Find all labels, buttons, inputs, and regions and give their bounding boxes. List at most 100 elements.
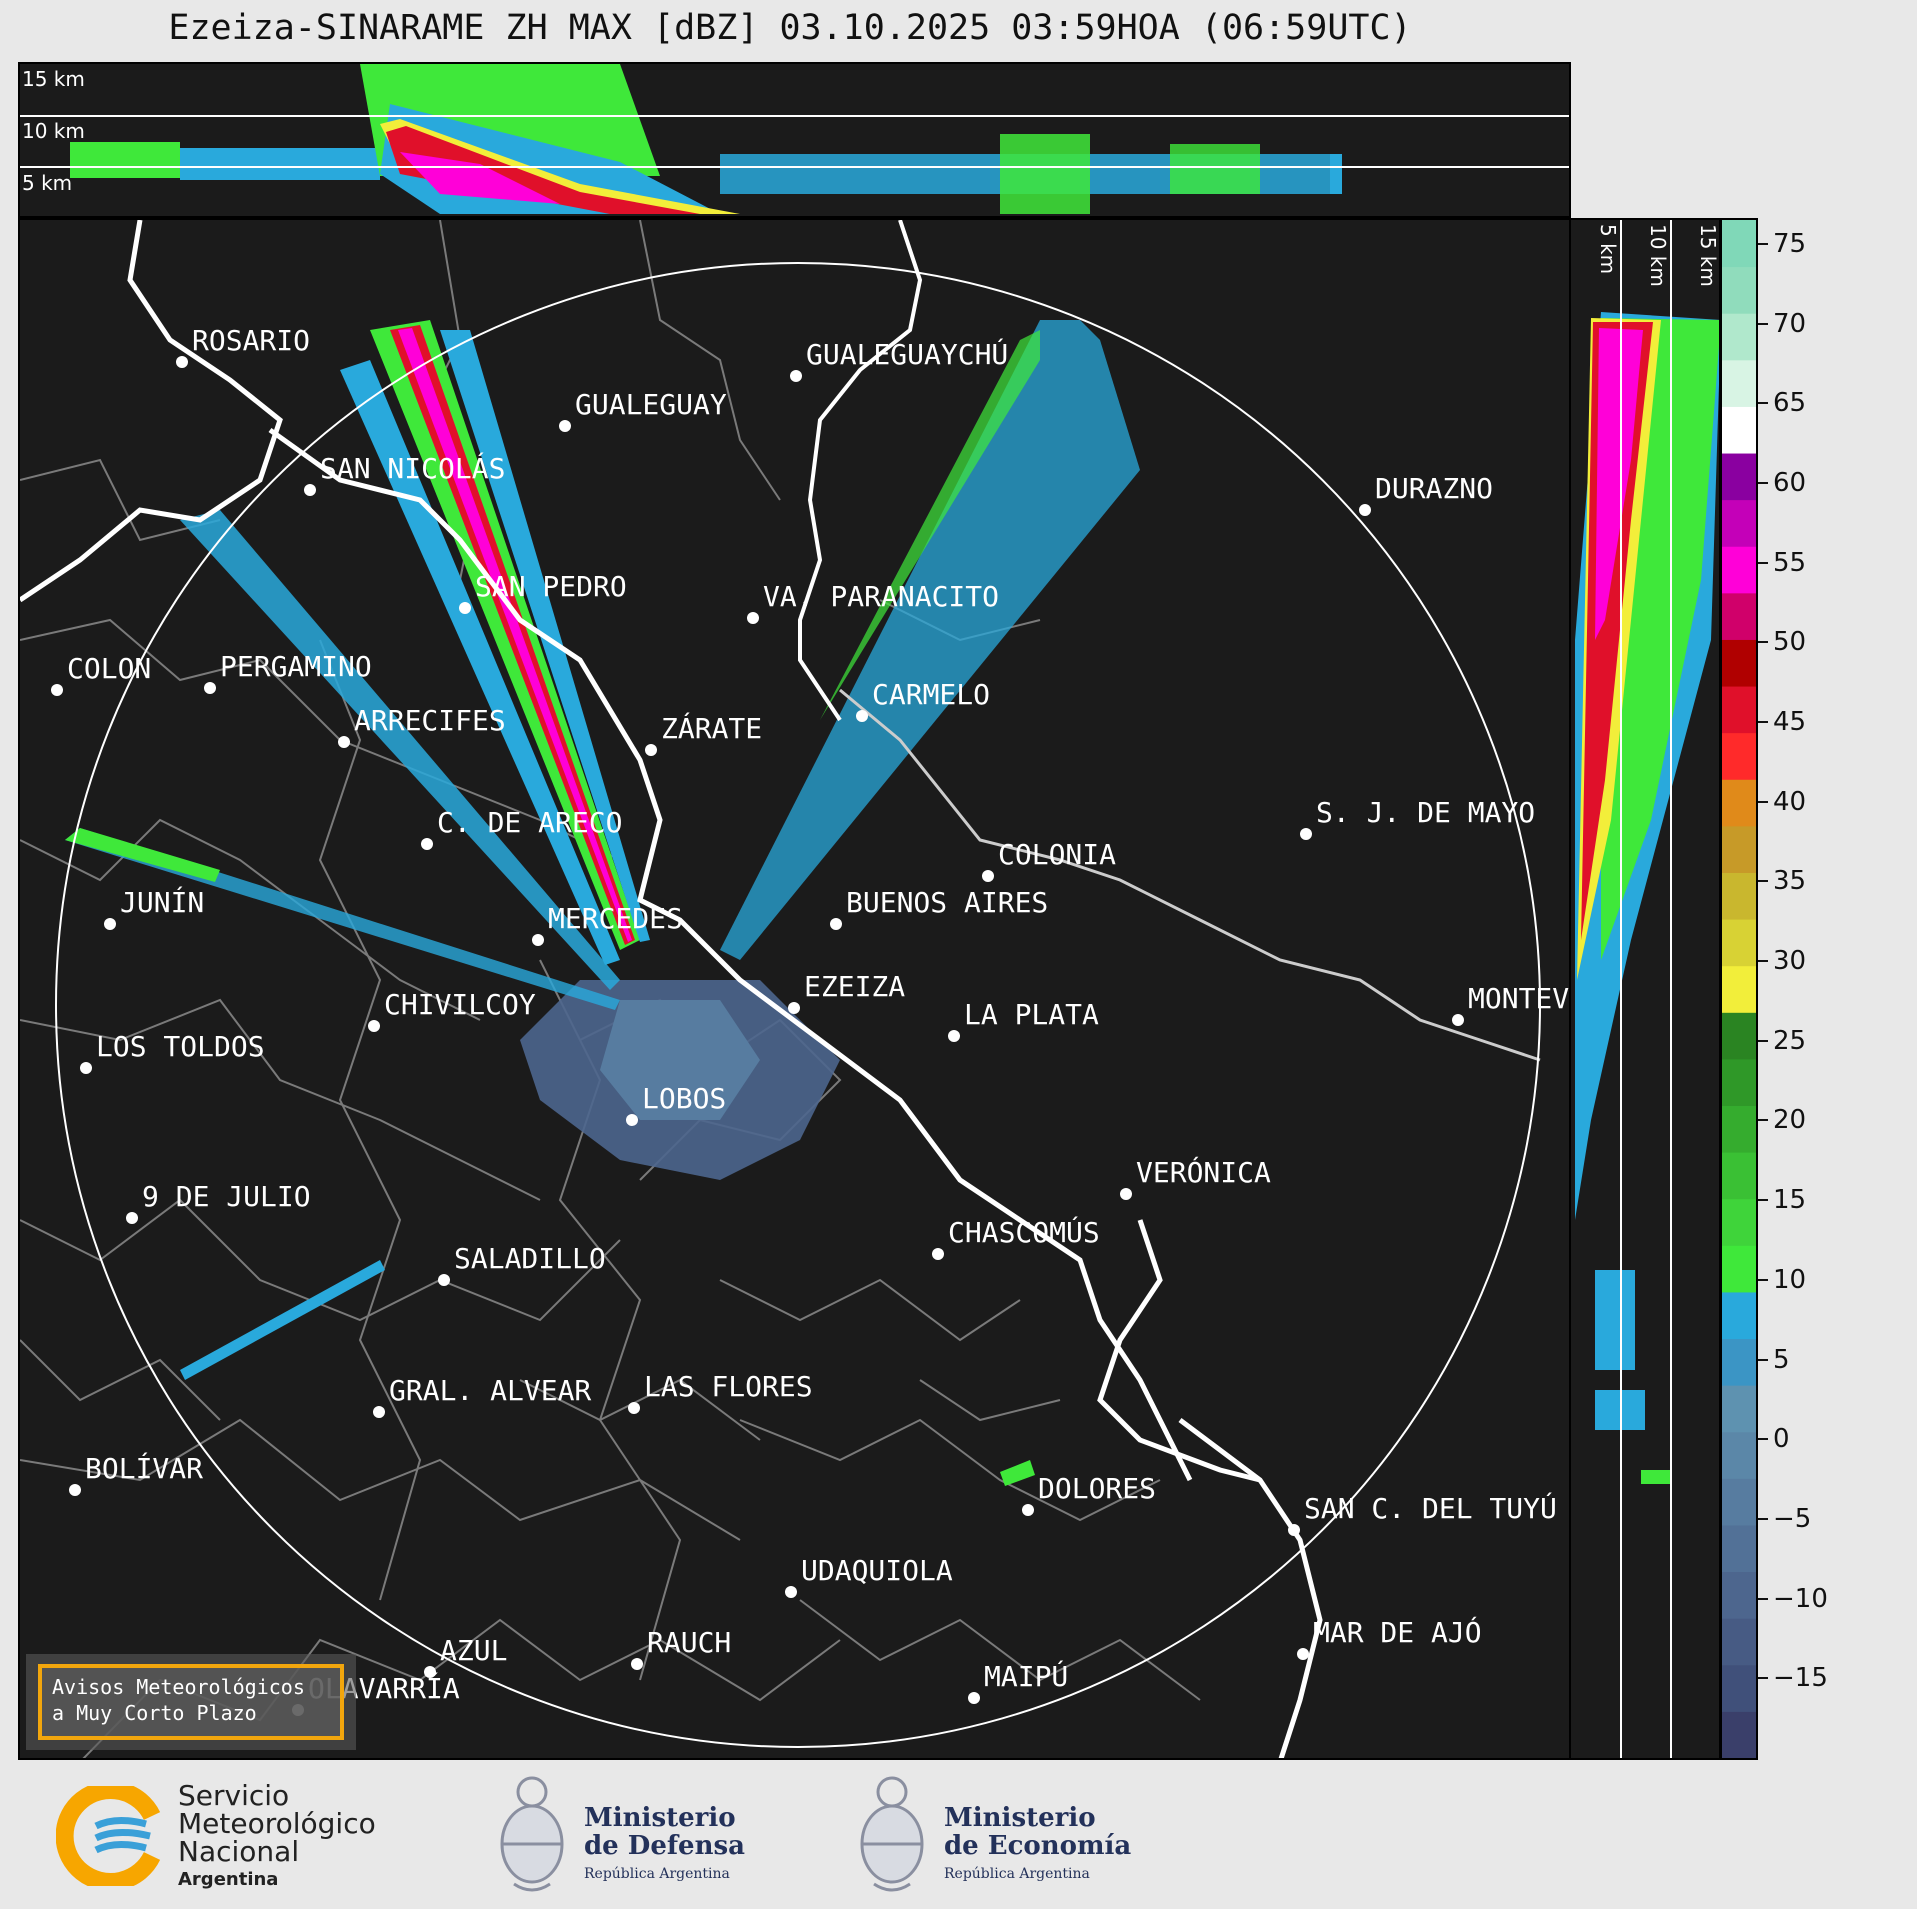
colorbar	[1720, 218, 1758, 1760]
side-km-label: 5 km	[1596, 224, 1620, 274]
city-layer: ROSARIO GUALEGUAYCHÚ GUALEGUAY SAN NICOLÁS D…	[51, 324, 1569, 1716]
city-dot	[856, 710, 868, 722]
city-label: LA PLATA	[964, 998, 1099, 1031]
city-label: UDAQUIOLA	[801, 1554, 953, 1587]
city-marker[interactable]: CHASCOMÚS	[932, 1215, 1100, 1260]
city-marker[interactable]: C. DE ARECO	[421, 806, 622, 850]
city-dot	[968, 1692, 980, 1704]
city-marker[interactable]: SAN C. DEL TUYÚ	[1288, 1491, 1557, 1536]
colorbar-swatch	[1722, 1198, 1756, 1246]
echo-w-ray	[180, 510, 620, 990]
top-echo-far-east	[1330, 154, 1342, 194]
colorbar-tick-label: 75	[1773, 228, 1807, 259]
city-marker[interactable]: S. J. DE MAYO	[1300, 796, 1535, 840]
city-dot	[69, 1484, 81, 1496]
side-km-label: 10 km	[1646, 224, 1670, 287]
city-marker[interactable]: UDAQUIOLA	[785, 1554, 953, 1598]
city-marker[interactable]: CHIVILCOY	[368, 988, 536, 1032]
economia-line-3: República Argentina	[944, 1866, 1090, 1882]
city-dot	[459, 602, 471, 614]
city-marker[interactable]: 9 DE JULIO	[126, 1180, 311, 1224]
city-marker[interactable]: ZÁRATE	[645, 711, 762, 756]
colorbar-swatch	[1722, 359, 1756, 407]
city-marker[interactable]: BOLÍVAR	[69, 1451, 203, 1496]
city-label: VERÓNICA	[1136, 1155, 1271, 1189]
colorbar-swatch	[1722, 639, 1756, 687]
city-marker[interactable]: AZUL	[424, 1634, 507, 1678]
city-label: LOS TOLDOS	[96, 1030, 265, 1063]
city-marker[interactable]: LOBOS	[626, 1082, 726, 1126]
city-dot	[1120, 1188, 1132, 1200]
colorbar-swatch	[1722, 872, 1756, 920]
colorbar-swatch	[1722, 592, 1756, 640]
city-marker[interactable]: GUALEGUAY	[559, 388, 727, 432]
colorbar-swatch	[1722, 1618, 1756, 1666]
top-echo-east-green	[1000, 134, 1090, 214]
city-dot	[1297, 1648, 1309, 1660]
city-dot	[1359, 504, 1371, 516]
city-marker[interactable]: SALADILLO	[438, 1242, 606, 1286]
city-marker[interactable]: MERCEDES	[532, 902, 683, 946]
chart-title: Ezeiza-SINARAME ZH MAX [dBZ] 03.10.2025 …	[168, 8, 1412, 48]
city-label: BOLÍVAR	[85, 1451, 203, 1485]
city-marker[interactable]: BUENOS AIRES	[830, 886, 1048, 930]
city-label: MONTEV	[1468, 982, 1569, 1015]
city-label: JUNÍN	[120, 885, 204, 919]
city-dot	[747, 612, 759, 624]
city-label: DOLORES	[1038, 1472, 1156, 1505]
colorbar-swatch	[1722, 1478, 1756, 1526]
city-marker[interactable]: EZEIZA	[788, 970, 905, 1014]
city-marker[interactable]: MAIPÚ	[968, 1659, 1068, 1704]
city-dot	[948, 1030, 960, 1042]
city-marker[interactable]: GUALEGUAYCHÚ	[790, 337, 1008, 382]
city-label: SAN PEDRO	[475, 570, 627, 603]
colorbar-swatch	[1722, 1664, 1756, 1712]
city-marker[interactable]: JUNÍN	[104, 885, 204, 930]
city-marker[interactable]: CARMELO	[856, 678, 990, 722]
smn-logo-icon	[56, 1786, 161, 1886]
city-marker[interactable]: VA. PARANACITO	[747, 580, 999, 624]
city-marker[interactable]: RAUCH	[631, 1626, 731, 1670]
top-echo-west	[70, 142, 180, 178]
city-label: LAS FLORES	[644, 1370, 813, 1403]
colorbar-swatch	[1722, 1338, 1756, 1386]
range-ring	[55, 262, 1541, 1748]
city-label: MAR DE AJÓ	[1313, 1615, 1482, 1649]
colorbar-swatch	[1722, 453, 1756, 501]
city-marker[interactable]: COLONIA	[982, 838, 1116, 882]
warning-line-1: Avisos Meteorológicos	[52, 1675, 305, 1699]
city-marker[interactable]: COLON	[51, 652, 151, 696]
city-marker[interactable]: SAN NICOLÁS	[304, 451, 505, 496]
city-label: CHIVILCOY	[384, 988, 536, 1021]
city-marker[interactable]: LA PLATA	[948, 998, 1099, 1042]
city-marker[interactable]: LAS FLORES	[628, 1370, 813, 1414]
city-dot	[438, 1274, 450, 1286]
city-marker[interactable]: PERGAMINO	[204, 650, 372, 694]
city-marker[interactable]: MAR DE AJÓ	[1297, 1615, 1482, 1660]
city-marker[interactable]: DOLORES	[1022, 1472, 1156, 1516]
colorbar-tick-label: 15	[1773, 1185, 1807, 1216]
city-marker[interactable]: GRAL. ALVEAR	[373, 1374, 591, 1418]
city-marker[interactable]: ROSARIO	[176, 324, 310, 368]
city-dot	[338, 736, 350, 748]
top-cross-section-plot: 15 km 10 km 5 km	[20, 64, 1569, 214]
city-marker[interactable]: MONTEV	[1452, 982, 1569, 1026]
city-label: PERGAMINO	[220, 650, 372, 683]
city-marker[interactable]: SAN PEDRO	[459, 570, 627, 614]
echo-dolores-green	[1000, 1460, 1035, 1486]
city-dot	[1452, 1014, 1464, 1026]
radar-map-panel[interactable]: ROSARIO GUALEGUAYCHÚ GUALEGUAY SAN NICOLÁS D…	[18, 218, 1571, 1760]
colorbar-tick-mark	[1758, 1517, 1768, 1520]
city-dot	[204, 682, 216, 694]
warning-box[interactable]: Avisos Meteorológicos a Muy Corto Plazo	[38, 1664, 344, 1740]
city-marker[interactable]: VERÓNICA	[1120, 1155, 1271, 1200]
city-marker[interactable]: LOS TOLDOS	[80, 1030, 265, 1074]
side-echo-layer	[1575, 312, 1719, 1484]
city-marker[interactable]: ARRECIFES	[338, 704, 506, 748]
city-label: ZÁRATE	[661, 711, 762, 745]
city-dot	[368, 1020, 380, 1032]
city-dot	[176, 356, 188, 368]
city-marker[interactable]: DURAZNO	[1359, 472, 1493, 516]
defensa-line-1: Ministerio	[584, 1803, 736, 1833]
colorbar-swatch	[1722, 1571, 1756, 1619]
